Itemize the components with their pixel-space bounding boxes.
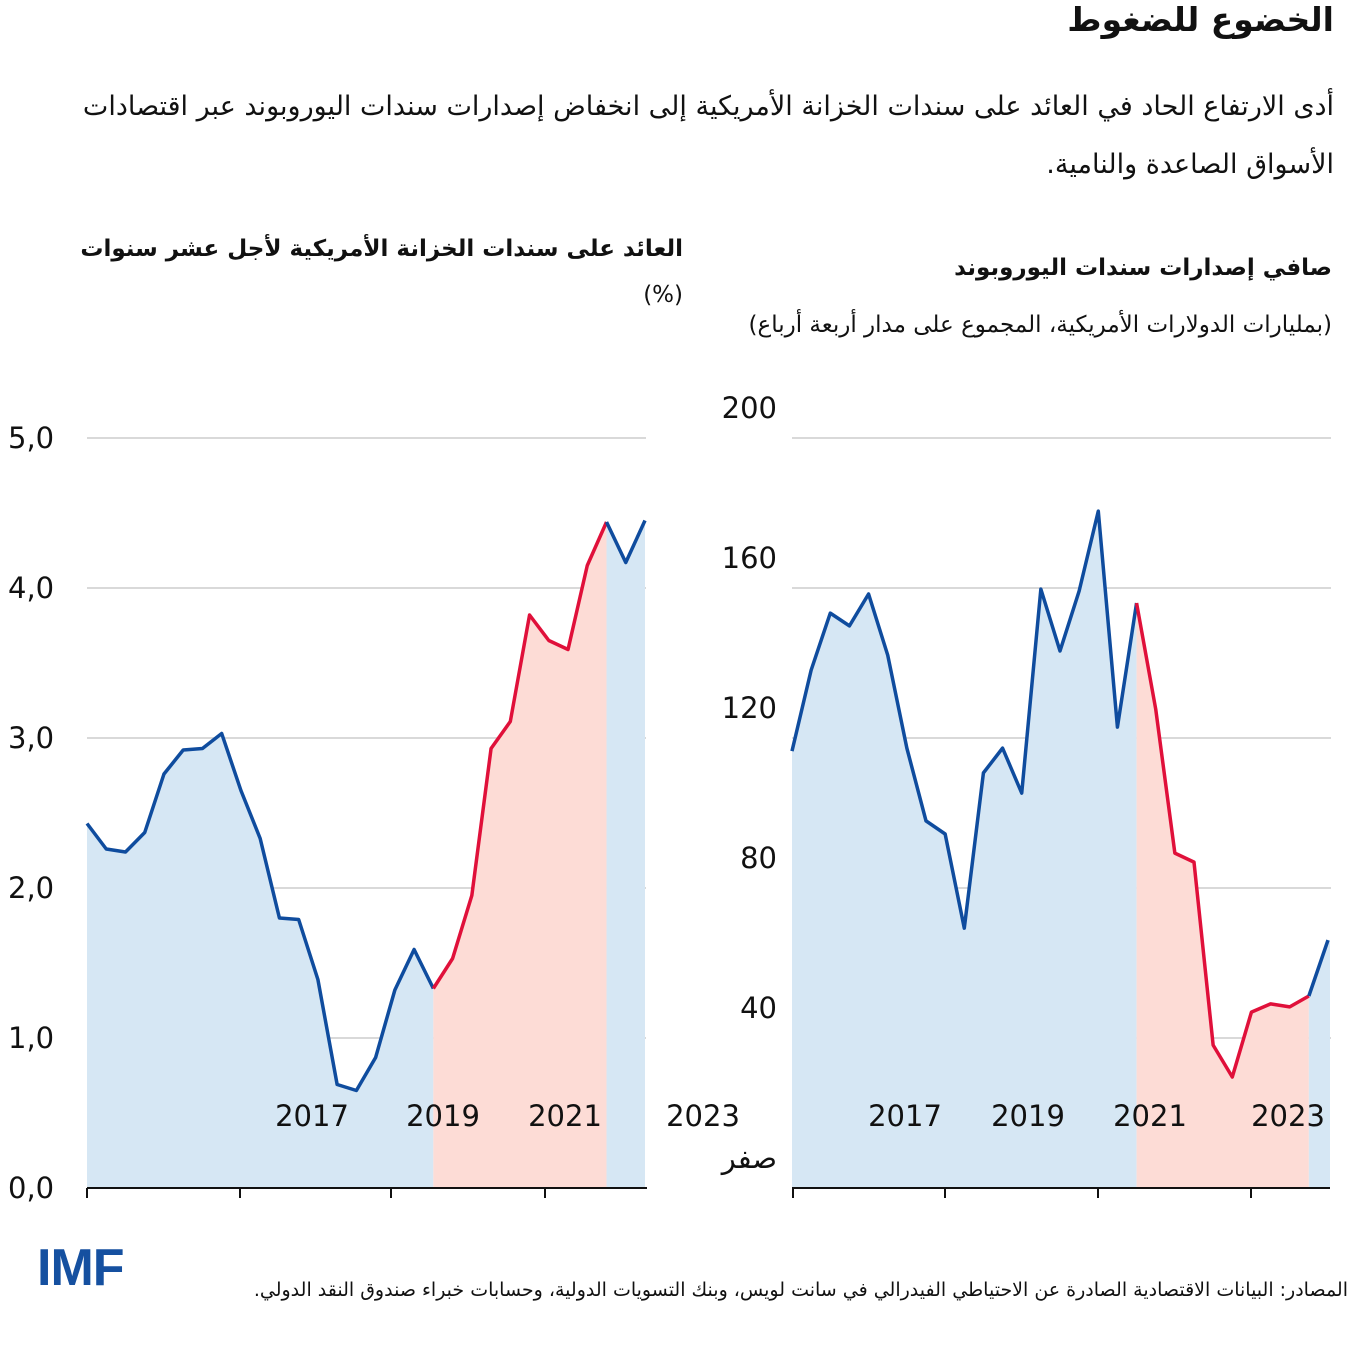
area-red-highlight	[1136, 603, 1309, 1188]
series-line-blue	[790, 509, 1139, 930]
series-line-blue	[85, 731, 435, 1093]
y-tick-label: 200	[722, 391, 777, 425]
x-tick-label: 2023	[1251, 1099, 1325, 1133]
left-panel-title: العائد على سندات الخزانة الأمريكية لأجل …	[80, 236, 683, 262]
y-tick-label: 5,0	[8, 421, 54, 455]
chart-title: الخضوع للضغوط	[1067, 0, 1334, 39]
right-panel-unit: (بمليارات الدولارات الأمريكية، المجموع ع…	[748, 312, 1333, 338]
series-line-red	[1134, 602, 1310, 1079]
y-tick-label: 4,0	[8, 571, 54, 605]
chart-subtitle: أدى الارتفاع الحاد في العائد على سندات ا…	[82, 91, 1334, 180]
imf-logo: IMF	[37, 1239, 125, 1297]
x-tick-label: 2017	[275, 1099, 349, 1133]
area-red-highlight	[433, 522, 607, 1188]
y-tick-label: 1,0	[8, 1021, 54, 1055]
y-tick-label: 2,0	[8, 871, 54, 905]
y-tick-label: 0,0	[8, 1171, 54, 1205]
area-blue	[792, 511, 1137, 1188]
series-line-red	[431, 521, 609, 990]
source-note: المصادر: البيانات الاقتصادية الصادرة عن …	[253, 1279, 1348, 1301]
y-tick-label: صفر	[720, 1141, 777, 1175]
y-tick-label: 80	[740, 841, 777, 875]
x-tick-label: 2021	[1113, 1099, 1187, 1133]
x-tick-label: 2019	[406, 1099, 480, 1133]
y-tick-label: 160	[722, 541, 777, 575]
x-tick-label: 2021	[528, 1099, 602, 1133]
left-panel-heading: العائد على سندات الخزانة الأمريكية لأجل …	[33, 226, 683, 318]
x-tick-label: 2019	[991, 1099, 1065, 1133]
series-line-blue	[604, 519, 647, 565]
series-line-blue	[1307, 939, 1330, 997]
right-panel-title: صافي إصدارات سندات اليوروبوند	[954, 255, 1332, 281]
area-blue	[87, 733, 434, 1188]
x-tick-label: 2023	[666, 1099, 740, 1133]
area-blue	[606, 520, 645, 1188]
left-panel-unit: (%)	[643, 282, 683, 308]
left-chart: 0,0 1,0 2,0 3,0 4,0 5,0 2017 2019 2021 2023	[8, 421, 740, 1205]
x-tick-label: 2017	[868, 1099, 942, 1133]
y-tick-label: 120	[722, 691, 777, 725]
y-tick-label: 40	[740, 991, 777, 1025]
right-chart: صفر 40 80 120 160 200 2017 2019 2021 2023	[720, 391, 1331, 1198]
right-panel-heading: صافي إصدارات سندات اليوروبوند (بمليارات …	[732, 240, 1333, 354]
y-tick-label: 3,0	[8, 721, 54, 755]
area-blue	[1308, 940, 1330, 1188]
